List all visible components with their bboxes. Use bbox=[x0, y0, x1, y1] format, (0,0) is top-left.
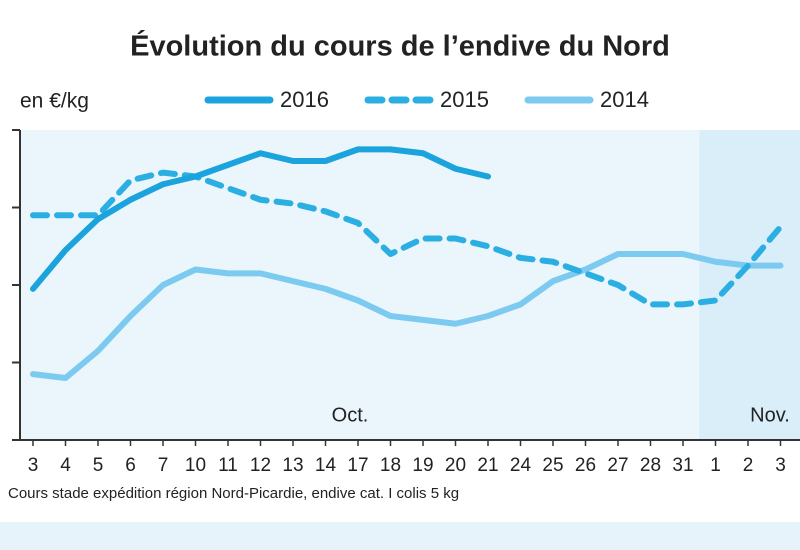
x-tick-label: 11 bbox=[218, 455, 238, 476]
x-tick-label: 3 bbox=[775, 455, 786, 476]
x-tick-label: 19 bbox=[412, 455, 433, 476]
x-tick-label: 1 bbox=[710, 455, 721, 476]
legend-label: 2014 bbox=[600, 87, 649, 112]
x-tick-label: 27 bbox=[607, 455, 628, 476]
x-tick-label: 14 bbox=[315, 455, 337, 476]
november-band bbox=[699, 130, 800, 440]
x-tick-label: 7 bbox=[158, 455, 169, 476]
x-tick-label: 26 bbox=[575, 455, 596, 476]
x-tick-label: 5 bbox=[93, 455, 104, 476]
y-axis-label: en €/kg bbox=[20, 90, 89, 113]
x-tick-label: 2 bbox=[743, 455, 754, 476]
x-tick-label: 31 bbox=[672, 455, 693, 476]
footer-band bbox=[0, 522, 800, 550]
x-tick-label: 25 bbox=[542, 455, 563, 476]
x-tick-label: 21 bbox=[477, 455, 498, 476]
x-tick-label: 13 bbox=[282, 455, 303, 476]
x-tick-label: 24 bbox=[510, 455, 532, 476]
x-tick-label: 12 bbox=[250, 455, 271, 476]
x-tick-label: 20 bbox=[445, 455, 466, 476]
plot-background bbox=[20, 130, 800, 440]
x-tick-label: 3 bbox=[28, 455, 39, 476]
x-tick-label: 6 bbox=[125, 455, 136, 476]
x-tick-label: 28 bbox=[640, 455, 661, 476]
annotation: Oct. bbox=[332, 404, 369, 426]
chart-title: Évolution du cours de l’endive du Nord bbox=[130, 29, 670, 63]
note: Cours stade expédition région Nord-Picar… bbox=[8, 485, 459, 502]
series-line bbox=[30, 251, 784, 381]
x-tick-label: 10 bbox=[185, 455, 206, 476]
legend-label: 2015 bbox=[440, 87, 489, 112]
series-line bbox=[30, 169, 784, 308]
series-line bbox=[30, 146, 491, 292]
x-tick-label: 4 bbox=[60, 455, 71, 476]
x-tick-label: 17 bbox=[347, 455, 368, 476]
annotation: Nov. bbox=[750, 404, 790, 426]
x-tick-label: 18 bbox=[380, 455, 401, 476]
legend-label: 2016 bbox=[280, 87, 329, 112]
